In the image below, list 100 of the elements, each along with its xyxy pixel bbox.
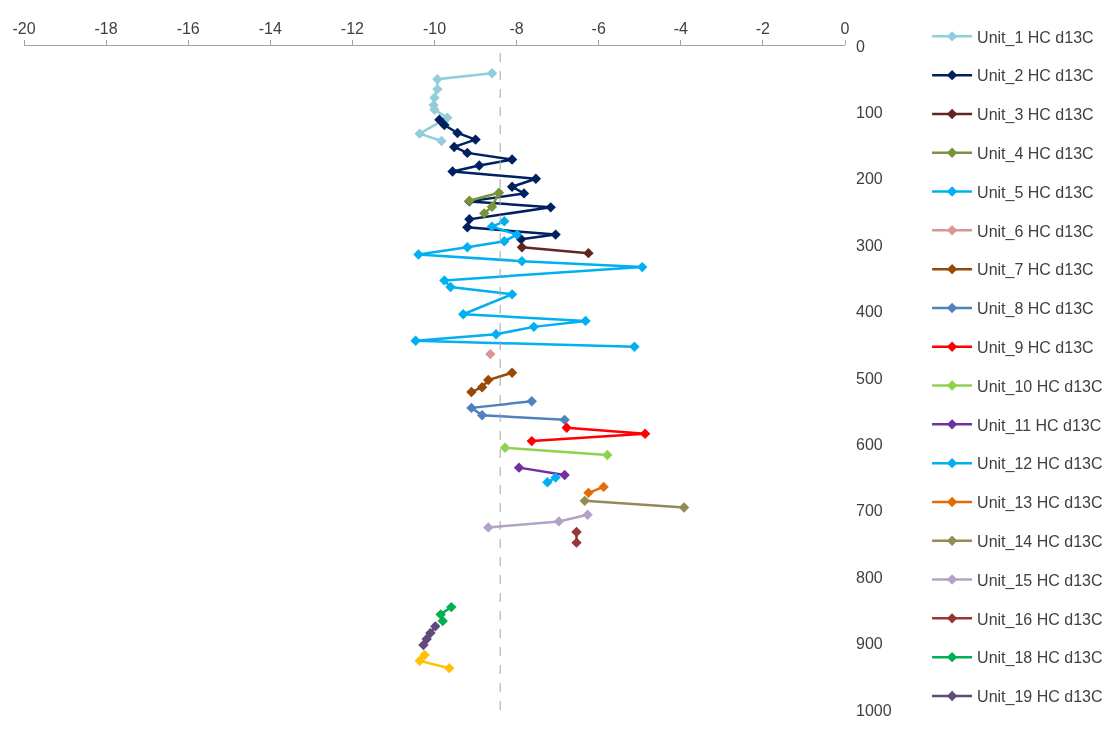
point — [483, 374, 494, 386]
point — [439, 275, 450, 286]
point — [583, 487, 594, 499]
legend-label: Unit_18 HC d13C — [977, 649, 1103, 668]
legend-label: Unit_2 HC d13C — [977, 67, 1094, 86]
y-tick-label: 400 — [856, 303, 883, 321]
point — [486, 201, 498, 212]
point — [434, 114, 445, 125]
legend-label: Unit_6 HC d13C — [977, 222, 1094, 241]
x-tick-label: -16 — [176, 19, 200, 37]
point — [542, 477, 553, 488]
point — [436, 135, 447, 147]
point — [446, 601, 457, 613]
legend-label: Unit_8 HC d13C — [977, 300, 1094, 319]
point — [559, 469, 570, 481]
point — [499, 216, 510, 227]
legend-label: Unit_13 HC d13C — [977, 494, 1103, 513]
x-tick-label: 0 — [840, 19, 850, 37]
point — [462, 241, 473, 253]
point — [430, 621, 441, 632]
y-tick-label: 1000 — [856, 701, 892, 719]
point — [414, 655, 425, 667]
point — [447, 166, 458, 177]
x-tick-label: -2 — [755, 19, 771, 37]
legend-label: Unit_11 HC d13C — [977, 416, 1102, 435]
point — [414, 128, 425, 139]
point — [418, 639, 429, 651]
point — [435, 609, 446, 620]
point — [528, 321, 540, 333]
point — [550, 472, 561, 483]
point — [490, 328, 502, 340]
point — [678, 502, 690, 513]
x-tick-label: -10 — [422, 19, 447, 37]
point — [439, 119, 450, 131]
legend-label: Unit_7 HC d13C — [977, 261, 1094, 280]
legend-label: Unit_15 HC d13C — [977, 571, 1103, 590]
point — [526, 396, 537, 407]
point — [513, 462, 525, 473]
point — [486, 68, 498, 79]
legend-label: Unit_14 HC d13C — [977, 532, 1103, 551]
point — [476, 409, 488, 421]
x-tick-label: -12 — [340, 19, 365, 37]
y-tick-label: 900 — [856, 635, 883, 653]
point — [582, 509, 593, 520]
x-tick-label: -20 — [12, 19, 36, 37]
point — [485, 348, 496, 360]
point — [526, 435, 537, 447]
x-tick-label: -8 — [509, 19, 524, 37]
point — [445, 281, 456, 293]
legend-label: Unit_9 HC d13C — [977, 338, 1094, 357]
legend-label: Unit_1 HC d13C — [977, 28, 1094, 47]
point — [478, 208, 490, 219]
legend-label: Unit_4 HC d13C — [977, 144, 1094, 163]
point — [486, 221, 498, 232]
legend-label: Unit_16 HC d13C — [977, 610, 1103, 629]
point — [598, 481, 609, 493]
point — [462, 222, 473, 233]
y-tick-label: 800 — [856, 568, 883, 586]
point — [511, 229, 523, 240]
point — [470, 134, 481, 145]
point — [462, 147, 473, 159]
x-tick-label: -6 — [591, 19, 606, 37]
y-tick-label: 100 — [856, 104, 883, 121]
legend-label: Unit_3 HC d13C — [977, 106, 1094, 125]
point — [432, 74, 443, 85]
legend-label: Unit_19 HC d13C — [977, 688, 1103, 707]
point — [483, 522, 494, 533]
point — [499, 442, 511, 453]
y-tick-label: 0 — [856, 37, 865, 55]
point — [602, 449, 613, 461]
x-tick-label: -4 — [673, 19, 689, 37]
point — [458, 309, 469, 320]
point — [518, 188, 530, 199]
point — [637, 261, 648, 273]
point — [410, 335, 421, 347]
point — [464, 214, 475, 225]
point — [476, 382, 488, 393]
point — [516, 241, 528, 253]
point — [583, 247, 594, 259]
legend-label: Unit_5 HC d13C — [977, 183, 1094, 202]
point — [452, 127, 463, 139]
y-tick-label: 300 — [856, 236, 883, 254]
point — [442, 112, 453, 123]
point — [499, 236, 510, 247]
point — [559, 414, 570, 426]
point — [506, 367, 518, 378]
point — [466, 402, 477, 414]
y-tick-label: 700 — [856, 502, 883, 520]
point — [506, 289, 518, 300]
y-tick-label: 600 — [856, 436, 883, 453]
legend-label: Unit_10 HC d13C — [977, 377, 1103, 396]
point — [571, 526, 582, 538]
point — [571, 537, 582, 548]
point — [580, 315, 591, 327]
point — [425, 627, 436, 639]
point — [419, 649, 430, 661]
legend-label: Unit_12 HC d13C — [977, 455, 1103, 474]
point — [466, 386, 477, 398]
point — [506, 181, 518, 192]
point — [579, 495, 590, 507]
